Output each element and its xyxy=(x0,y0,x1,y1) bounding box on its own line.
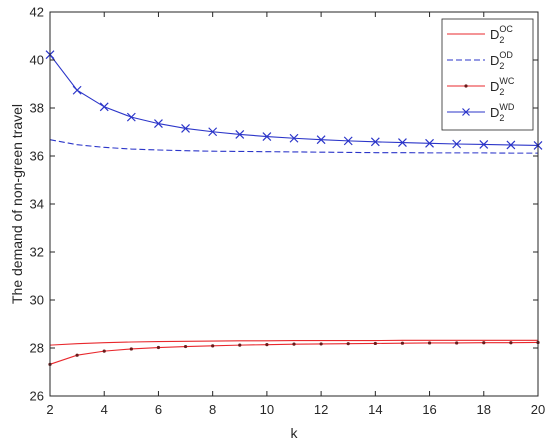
data-point-x-marker xyxy=(462,108,470,116)
legend-label: D2WD xyxy=(490,102,515,123)
data-point-dot-marker xyxy=(156,345,161,350)
data-point-x-marker xyxy=(235,129,245,139)
series-line xyxy=(49,139,538,154)
legend-label: D2OD xyxy=(490,50,513,71)
data-point-dot-marker xyxy=(292,342,296,346)
data-point-x-marker xyxy=(316,135,326,145)
y-tick-label: 38 xyxy=(30,101,44,116)
legend-box xyxy=(441,18,534,131)
y-tick-label: 30 xyxy=(30,293,44,308)
legend-label: D2OC xyxy=(490,24,513,45)
x-tick-label: 2 xyxy=(46,402,53,417)
legend-entry-D2OD: D2OD xyxy=(447,50,513,71)
data-point-x-marker xyxy=(72,85,82,95)
series-layer xyxy=(45,50,543,366)
data-point-x-marker xyxy=(262,132,272,141)
x-tick-label: 4 xyxy=(101,402,108,417)
y-tick-label: 28 xyxy=(30,341,44,356)
data-point-x-marker xyxy=(479,140,489,149)
x-tick-label: 8 xyxy=(209,402,216,417)
x-tick-label: 6 xyxy=(155,402,162,417)
x-axis-label: k xyxy=(291,425,299,441)
legend-entry-D2WC: D2WC xyxy=(447,76,515,97)
data-point-x-marker xyxy=(398,138,407,147)
ticks-layer: 2 4 6 8 10 12 14 16 18 20 26 28 30 32 34 36 38 40 42 xyxy=(30,5,546,418)
y-tick-label: 34 xyxy=(30,197,44,212)
data-point-x-marker xyxy=(126,112,136,122)
data-point-dot-marker xyxy=(129,347,133,351)
series-D2WC xyxy=(48,340,540,366)
legend-entry-D2OC: D2OC xyxy=(447,24,513,45)
data-point-x-marker xyxy=(425,138,434,148)
data-point-dot-marker xyxy=(183,344,188,349)
y-tick-label: 32 xyxy=(30,245,44,260)
data-point-x-marker xyxy=(452,139,462,149)
data-point-x-marker xyxy=(154,119,163,129)
x-tick-label: 14 xyxy=(368,402,382,417)
data-point-dot-marker xyxy=(319,342,323,346)
legend-label: D2WC xyxy=(490,76,515,97)
data-point-dot-marker xyxy=(265,343,269,347)
data-point-dot-marker xyxy=(455,341,459,345)
data-point-x-marker xyxy=(343,136,353,146)
y-tick-label: 36 xyxy=(30,149,44,164)
x-tick-label: 12 xyxy=(314,402,328,417)
data-point-x-marker xyxy=(370,137,380,147)
series-line xyxy=(49,339,538,346)
data-point-x-marker xyxy=(181,123,190,133)
y-tick-label: 42 xyxy=(30,5,44,20)
legend: D2OC D2OD D2WC D2WD xyxy=(441,18,534,131)
y-tick-label: 26 xyxy=(30,389,44,404)
data-point-dot-marker xyxy=(400,341,405,345)
legend-entry-D2WD: D2WD xyxy=(447,102,515,123)
data-point-dot-marker xyxy=(427,341,432,345)
series-D2WD xyxy=(45,50,543,150)
series-D2OD xyxy=(49,139,538,154)
data-point-dot-marker xyxy=(482,341,486,345)
x-tick-label: 16 xyxy=(422,402,436,417)
data-point-dot-marker xyxy=(75,353,79,357)
data-point-x-marker xyxy=(99,102,109,112)
series-D2OC xyxy=(49,339,538,346)
data-point-dot-marker xyxy=(346,342,350,346)
y-tick-label: 40 xyxy=(30,53,44,68)
data-point-dot-marker xyxy=(102,349,106,353)
x-tick-label: 10 xyxy=(260,402,274,417)
x-tick-label: 20 xyxy=(531,402,545,417)
data-point-dot-marker xyxy=(464,84,468,88)
data-point-dot-marker xyxy=(211,344,215,348)
data-point-dot-marker xyxy=(373,341,377,346)
data-point-x-marker xyxy=(506,140,516,150)
y-axis-label: The demand of non-green travel xyxy=(9,104,25,304)
data-point-dot-marker xyxy=(238,343,242,347)
data-point-x-marker xyxy=(289,133,299,143)
data-point-dot-marker xyxy=(509,341,513,345)
data-point-x-marker xyxy=(208,127,218,137)
x-tick-label: 18 xyxy=(477,402,491,417)
